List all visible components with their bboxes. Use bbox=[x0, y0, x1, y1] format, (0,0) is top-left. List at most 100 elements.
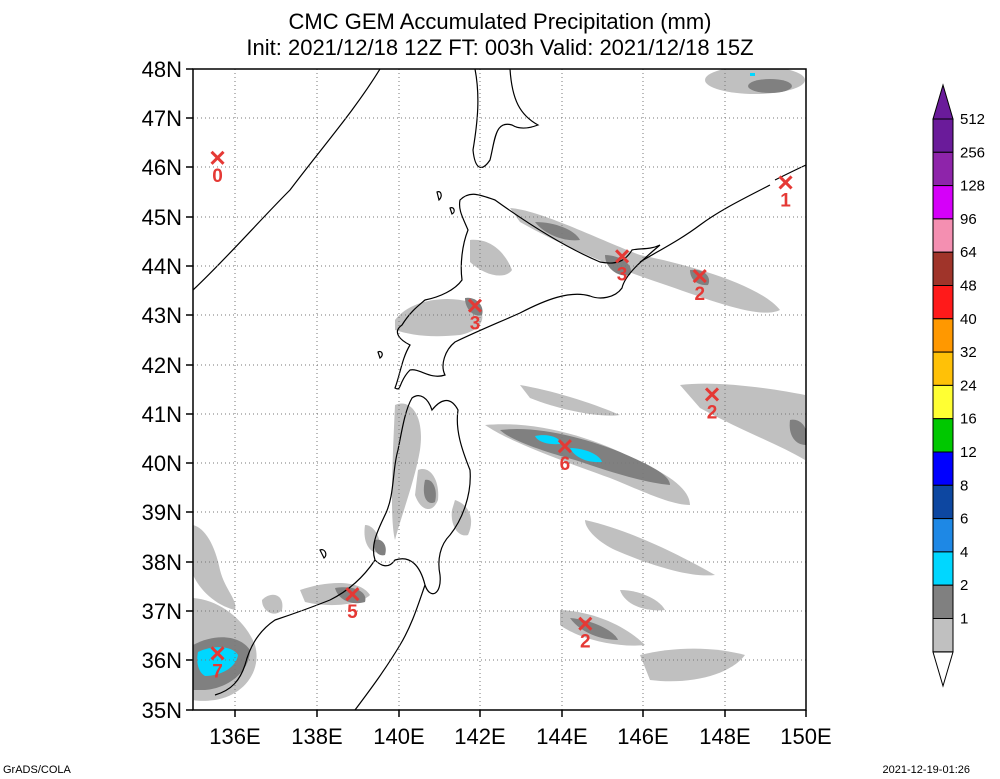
precip-area bbox=[197, 647, 238, 676]
marker-cross bbox=[578, 616, 593, 631]
legend-swatch bbox=[932, 384, 954, 420]
marker-value: 0 bbox=[212, 166, 223, 187]
marker-cross bbox=[615, 249, 630, 264]
coastline-honshu bbox=[372, 395, 471, 595]
legend-swatch bbox=[932, 484, 954, 520]
legend-level: 512 bbox=[960, 111, 985, 128]
lat-label: 35N bbox=[142, 698, 182, 723]
legend-swatch bbox=[932, 285, 954, 320]
lat-label: 46N bbox=[142, 155, 182, 180]
legend-level: 4 bbox=[960, 544, 968, 561]
station-marker: 3 bbox=[467, 298, 483, 335]
coastline-island bbox=[449, 207, 455, 215]
precip-area bbox=[423, 479, 436, 504]
precip-area bbox=[680, 383, 805, 460]
lat-label: 41N bbox=[142, 402, 182, 427]
coastline-kurils bbox=[639, 184, 771, 263]
coastline-honshu bbox=[214, 559, 376, 696]
marker-cross bbox=[692, 269, 707, 284]
legend-level: 40 bbox=[960, 311, 977, 328]
legend-level: 6 bbox=[960, 511, 968, 528]
chart-subtitle: Init: 2021/12/18 12Z FT: 003h Valid: 202… bbox=[246, 35, 754, 60]
legend-swatch bbox=[932, 118, 954, 153]
precip-area bbox=[510, 208, 780, 313]
legend-swatch bbox=[932, 551, 954, 586]
lat-label: 40N bbox=[142, 451, 182, 476]
legend-level: 8 bbox=[960, 477, 968, 494]
precip-area bbox=[470, 239, 512, 276]
legend-level: 96 bbox=[960, 211, 977, 228]
coastline-kurils bbox=[774, 164, 806, 181]
coastline-mainland bbox=[193, 69, 381, 291]
lon-label: 140E bbox=[373, 724, 424, 749]
precip-light bbox=[193, 69, 805, 701]
legend-swatch bbox=[932, 185, 954, 220]
precip-heavy bbox=[197, 73, 755, 676]
marker-value: 2 bbox=[694, 284, 705, 305]
station-marker: 2 bbox=[578, 616, 593, 653]
map-area: 0 1 3 2 3 2 6 5 2 7 bbox=[193, 69, 806, 710]
lon-label: 138E bbox=[291, 724, 342, 749]
lon-label: 144E bbox=[536, 724, 587, 749]
precip-area bbox=[585, 520, 715, 576]
precip-area bbox=[535, 435, 561, 445]
station-marker: 1 bbox=[778, 175, 793, 211]
marker-cross bbox=[210, 646, 225, 661]
legend-level: 256 bbox=[960, 144, 985, 161]
lat-label: 43N bbox=[142, 303, 182, 328]
station-markers: 0 1 3 2 3 2 6 5 2 7 bbox=[210, 150, 793, 682]
precip-area bbox=[395, 299, 483, 337]
precip-area bbox=[789, 419, 806, 445]
lat-label: 36N bbox=[142, 648, 182, 673]
coastline-honshu bbox=[354, 584, 426, 710]
precip-area bbox=[193, 525, 236, 610]
precip-area bbox=[520, 385, 620, 416]
lat-label: 44N bbox=[142, 254, 182, 279]
footer-credit: GrADS/COLA bbox=[3, 764, 71, 776]
lon-label: 150E bbox=[780, 724, 831, 749]
lon-label: 148E bbox=[699, 724, 750, 749]
coastline-island bbox=[377, 350, 383, 359]
legend-level: 12 bbox=[960, 444, 977, 461]
axis-ticks bbox=[186, 68, 807, 717]
legend-level: 24 bbox=[960, 377, 977, 394]
precip-area bbox=[640, 648, 745, 682]
coastlines bbox=[193, 69, 806, 710]
lon-label: 136E bbox=[209, 724, 260, 749]
legend-swatch bbox=[932, 584, 954, 620]
marker-cross bbox=[210, 150, 225, 165]
legend-swatch bbox=[932, 418, 954, 453]
marker-value: 1 bbox=[780, 190, 791, 211]
precip-area bbox=[748, 79, 792, 93]
marker-cross bbox=[778, 175, 793, 190]
marker-value: 2 bbox=[580, 632, 591, 653]
marker-cross bbox=[704, 387, 720, 402]
station-marker: 2 bbox=[692, 269, 707, 305]
marker-value: 2 bbox=[707, 402, 718, 423]
station-marker: 2 bbox=[704, 387, 720, 423]
legend-swatch bbox=[932, 518, 954, 553]
legend-swatch bbox=[932, 618, 954, 653]
station-marker: 6 bbox=[557, 439, 572, 475]
lat-label: 38N bbox=[142, 550, 182, 575]
marker-value: 3 bbox=[617, 264, 628, 285]
chart-title: CMC GEM Accumulated Precipitation (mm) bbox=[288, 9, 712, 34]
precip-area bbox=[750, 73, 755, 76]
legend-swatch bbox=[932, 351, 954, 386]
marker-value: 7 bbox=[212, 661, 223, 682]
marker-cross bbox=[467, 298, 483, 313]
legend-level: 1 bbox=[960, 611, 968, 628]
station-marker: 0 bbox=[210, 150, 225, 187]
lat-label: 42N bbox=[142, 353, 182, 378]
legend-swatch bbox=[932, 451, 954, 486]
graticule bbox=[193, 69, 806, 710]
precip-area bbox=[620, 590, 665, 611]
precip-area bbox=[535, 222, 580, 241]
legend-swatch bbox=[932, 151, 954, 187]
legend-swatches bbox=[932, 118, 954, 653]
station-marker: 5 bbox=[345, 587, 360, 623]
lon-label: 142E bbox=[454, 724, 505, 749]
marker-cross bbox=[345, 587, 360, 602]
